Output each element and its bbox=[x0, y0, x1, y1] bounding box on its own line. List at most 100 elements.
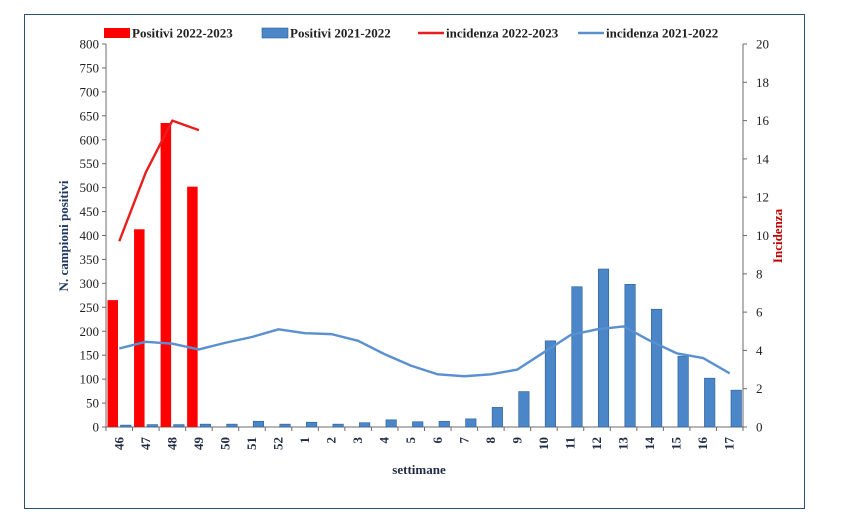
y2-tick-label: 14 bbox=[756, 151, 770, 166]
bar-positivi-2021-2022 bbox=[306, 421, 318, 428]
y-tick-label: 250 bbox=[80, 300, 100, 315]
y-tick-label: 400 bbox=[80, 228, 100, 243]
bar-positivi-2021-2022 bbox=[730, 389, 742, 428]
y-tick-label: 750 bbox=[80, 60, 100, 75]
bar-positivi-2021-2022 bbox=[704, 377, 716, 428]
bar-positivi-2021-2022 bbox=[332, 423, 344, 428]
x-tick-label: 8 bbox=[483, 437, 498, 444]
legend: Positivi 2022-2023 Positivi 2021-2022 inci… bbox=[104, 26, 718, 41]
legend-swatch bbox=[261, 27, 289, 39]
y-tick-label: 550 bbox=[80, 156, 100, 171]
y-tick-label: 650 bbox=[80, 108, 100, 123]
bar-positivi-2021-2022 bbox=[677, 355, 689, 428]
y2-tick-label: 20 bbox=[756, 37, 769, 52]
y-tick-label: 800 bbox=[80, 37, 100, 52]
lines bbox=[118, 119, 731, 378]
legend-swatch bbox=[104, 28, 130, 38]
y2-tick-label: 16 bbox=[756, 113, 770, 128]
legend-label: Positivi 2022-2023 bbox=[132, 26, 233, 41]
bar-positivi-2021-2022 bbox=[199, 423, 211, 428]
bar-positivi-2021-2022 bbox=[544, 340, 556, 428]
y-tick-label: 300 bbox=[80, 276, 100, 291]
x-tick-label: 4 bbox=[377, 437, 392, 444]
x-tick-label: 15 bbox=[669, 437, 684, 451]
bar-positivi-2021-2022 bbox=[597, 268, 610, 428]
y-tick-label: 500 bbox=[80, 180, 100, 195]
axes: 0501001502002503003504004505005506006507… bbox=[80, 37, 770, 451]
y2-tick-label: 18 bbox=[756, 75, 769, 90]
bar-positivi-2021-2022 bbox=[412, 421, 424, 428]
y-tick-label: 50 bbox=[86, 396, 99, 411]
x-tick-label: 3 bbox=[350, 437, 365, 444]
x-tick-label: 6 bbox=[430, 437, 445, 444]
bar-positivi-2021-2022 bbox=[252, 420, 265, 428]
y2-tick-label: 4 bbox=[756, 343, 763, 358]
y2-tick-label: 10 bbox=[756, 228, 769, 243]
bar-positivi-2021-2022 bbox=[491, 407, 503, 428]
x-tick-label: 5 bbox=[403, 437, 418, 444]
legend-label: Positivi 2021-2022 bbox=[290, 26, 391, 41]
x-tick-label: 16 bbox=[695, 437, 710, 451]
legend-item: incidenza 2022-2023 bbox=[418, 26, 559, 41]
x-axis-label: settimane bbox=[392, 462, 446, 477]
y2-axis-label: Incidenza bbox=[770, 208, 785, 263]
x-tick-label: 11 bbox=[562, 437, 577, 449]
bar-positivi-2022-2023 bbox=[160, 122, 172, 428]
bar-positivi-2021-2022 bbox=[359, 422, 371, 428]
y2-tick-label: 12 bbox=[756, 190, 769, 205]
y-tick-label: 150 bbox=[80, 348, 100, 363]
legend-label: incidenza 2022-2023 bbox=[446, 26, 559, 41]
x-tick-label: 47 bbox=[138, 437, 153, 451]
y-axis-label: N. campioni positivi bbox=[56, 180, 71, 291]
x-tick-label: 48 bbox=[164, 437, 179, 451]
x-tick-label: 7 bbox=[456, 437, 471, 444]
line-incidenza-2021-2022 bbox=[118, 325, 731, 378]
y2-tick-label: 6 bbox=[756, 305, 763, 320]
legend-label: incidenza 2021-2022 bbox=[606, 26, 718, 41]
y-tick-label: 0 bbox=[93, 420, 100, 435]
bar-positivi-2021-2022 bbox=[651, 308, 663, 428]
legend-item: Positivi 2021-2022 bbox=[261, 26, 391, 41]
x-tick-label: 1 bbox=[297, 437, 312, 444]
bar-positivi-2021-2022 bbox=[226, 423, 238, 428]
x-tick-label: 14 bbox=[642, 437, 657, 451]
bar-positivi-2021-2022 bbox=[385, 419, 397, 428]
bar-positivi-2022-2023 bbox=[187, 186, 198, 427]
x-tick-label: 46 bbox=[111, 437, 126, 451]
bar-positivi-2022-2023 bbox=[134, 229, 145, 427]
bar-positivi-2021-2022 bbox=[571, 286, 583, 428]
y-tick-label: 700 bbox=[80, 84, 100, 99]
bar-positivi-2021-2022 bbox=[173, 424, 185, 428]
y-tick-label: 200 bbox=[80, 324, 100, 339]
bar-positivi-2021-2022 bbox=[518, 391, 530, 428]
y-tick-label: 450 bbox=[80, 204, 100, 219]
bar-positivi-2022-2023 bbox=[107, 300, 119, 427]
y2-tick-label: 8 bbox=[756, 266, 763, 281]
bar-positivi-2021-2022 bbox=[624, 284, 636, 428]
x-tick-label: 17 bbox=[722, 437, 737, 451]
legend-item: incidenza 2021-2022 bbox=[578, 26, 718, 41]
x-tick-label: 2 bbox=[324, 437, 339, 444]
chart-frame bbox=[24, 14, 805, 509]
bar-positivi-2021-2022 bbox=[120, 424, 132, 428]
x-tick-label: 50 bbox=[217, 437, 232, 450]
x-tick-label: 12 bbox=[589, 437, 604, 450]
x-tick-label: 51 bbox=[244, 437, 259, 450]
x-tick-label: 9 bbox=[509, 437, 524, 444]
y-tick-label: 100 bbox=[80, 372, 100, 387]
bars bbox=[107, 122, 742, 428]
x-tick-label: 52 bbox=[271, 437, 286, 450]
line-incidenza-2022-2023 bbox=[118, 119, 200, 242]
x-tick-label: 10 bbox=[536, 437, 551, 450]
legend-item: Positivi 2022-2023 bbox=[104, 26, 233, 41]
y2-tick-label: 2 bbox=[756, 381, 763, 396]
bar-positivi-2021-2022 bbox=[465, 418, 477, 428]
bar-positivi-2021-2022 bbox=[146, 424, 158, 428]
bar-positivi-2021-2022 bbox=[438, 420, 450, 428]
y-tick-label: 350 bbox=[80, 252, 100, 267]
bar-positivi-2021-2022 bbox=[279, 423, 291, 428]
x-tick-label: 13 bbox=[616, 437, 631, 451]
x-tick-label: 49 bbox=[191, 437, 206, 451]
y-tick-label: 600 bbox=[80, 132, 100, 147]
